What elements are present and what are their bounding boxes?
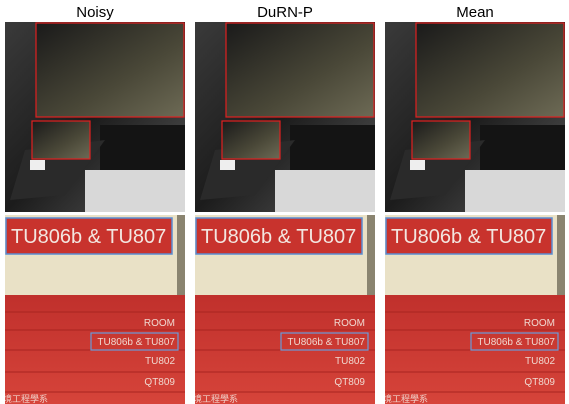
label	[410, 160, 425, 170]
zoom-source	[412, 121, 470, 159]
desk	[465, 170, 565, 212]
zoom-source	[32, 121, 90, 159]
entry-text: QT809	[144, 377, 175, 388]
entry-text: TU802	[335, 356, 365, 367]
zoom-sign-text: TU806b & TU807	[201, 226, 356, 248]
zoom-sign-text: TU806b & TU807	[391, 226, 546, 248]
wall-edge	[367, 215, 375, 295]
department-text: 境工程學系	[383, 393, 428, 404]
entry-text: TU806b & TU807	[287, 337, 365, 348]
panel-column: TU806b & TU807 ROOM TU806b & TU807 TU802 QT8…	[193, 22, 375, 404]
department-text: 境工程學系	[3, 393, 48, 404]
entry-text: TU802	[525, 356, 555, 367]
figure: NoisyTU806b & TU807ROOMTU806b & TU807TU8…	[0, 0, 569, 404]
room-text: ROOM	[334, 318, 365, 329]
entry-text: QT809	[524, 377, 555, 388]
panel-column: TU806b & TU807 ROOM TU806b & TU807 TU802 QT8…	[383, 22, 565, 404]
room-text: ROOM	[144, 318, 175, 329]
column-title: Noisy	[76, 4, 114, 21]
room-text: ROOM	[524, 318, 555, 329]
zoom-view	[416, 23, 564, 117]
desk	[275, 170, 375, 212]
entry-text: QT809	[334, 377, 365, 388]
zoom-view	[226, 23, 374, 117]
zoom-sign-text: TU806b & TU807	[11, 226, 166, 248]
zoom-source	[222, 121, 280, 159]
panel-column: TU806b & TU807 ROOM TU806b & TU807 TU802 QT8…	[3, 22, 185, 404]
entry-text: TU806b & TU807	[477, 337, 555, 348]
entry-text: TU806b & TU807	[97, 337, 175, 348]
desk	[85, 170, 185, 212]
entry-text: TU802	[145, 356, 175, 367]
column-title: Mean	[456, 4, 494, 21]
wall-edge	[177, 215, 185, 295]
department-text: 境工程學系	[193, 393, 238, 404]
zoom-view	[36, 23, 184, 117]
column-title: DuRN-P	[257, 4, 313, 21]
label	[220, 160, 235, 170]
wall-edge	[557, 215, 565, 295]
label	[30, 160, 45, 170]
